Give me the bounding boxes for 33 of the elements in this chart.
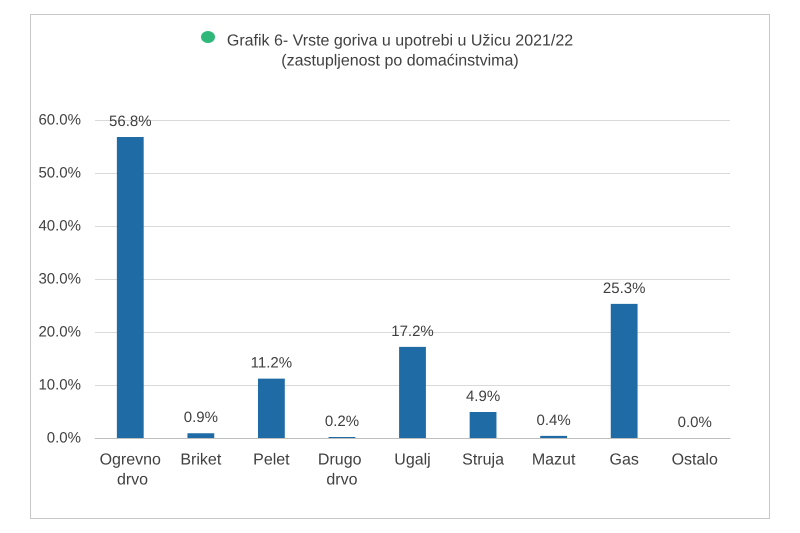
- y-tick-label: 60.0%: [38, 112, 81, 128]
- bar: [187, 433, 214, 438]
- bar: [470, 412, 496, 438]
- x-tick-label: Ogrevno drvo: [100, 452, 162, 488]
- data-label: 56.8%: [109, 112, 152, 130]
- x-tick-label: Ugalj: [394, 452, 431, 468]
- x-tick-label: Ostalo: [672, 452, 718, 468]
- data-label: 11.2%: [250, 354, 292, 372]
- y-tick-label: 20.0%: [38, 324, 81, 340]
- bar: [116, 136, 144, 438]
- bar: [610, 304, 638, 438]
- y-tick-label: 30.0%: [38, 270, 81, 288]
- bar: [399, 346, 426, 438]
- data-label: 0.9%: [184, 409, 218, 426]
- x-tick-label: Pelet: [253, 452, 290, 468]
- y-tick-label: 40.0%: [38, 218, 81, 234]
- y-tick-label: 50.0%: [38, 164, 81, 182]
- data-label: 0.0%: [678, 414, 712, 431]
- x-tick-label: Briket: [180, 452, 222, 468]
- data-label: 0.4%: [536, 412, 571, 429]
- data-label: 4.9%: [466, 388, 500, 406]
- x-tick-label: Gas: [609, 452, 639, 468]
- y-tick-label: 10.0%: [38, 376, 81, 394]
- x-tick-label: Drugo drvo: [318, 452, 366, 488]
- data-label: 0.2%: [324, 412, 360, 430]
- chart-title: Grafik 6- Vrste goriva u upotrebi u Užicu 2021/22: [226, 32, 574, 50]
- data-label: 17.2%: [391, 322, 434, 340]
- chart-subtitle: (zastupljenost po domaćinstvima): [281, 52, 519, 70]
- x-tick-label: Mazut: [532, 452, 576, 468]
- y-tick-label: 0.0%: [46, 430, 81, 446]
- x-tick-label: Struja: [462, 452, 504, 468]
- bar: [258, 378, 285, 438]
- data-label: 25.3%: [602, 280, 646, 297]
